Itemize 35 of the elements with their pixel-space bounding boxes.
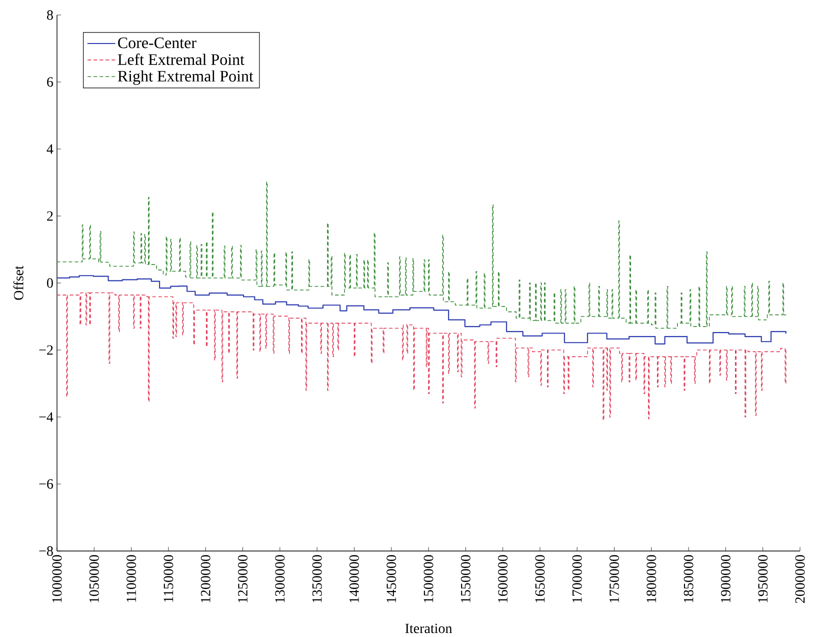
- x-tick-label: 1700000: [572, 555, 582, 602]
- y-tick-label: −6: [39, 479, 54, 489]
- x-tick-label: 1650000: [535, 555, 545, 602]
- x-tick-label: 1100000: [126, 555, 136, 602]
- y-tick-label: 6: [47, 77, 54, 87]
- legend-label: Left Extremal Point: [118, 54, 244, 65]
- y-tick-label: −4: [39, 412, 54, 422]
- x-tick-label: 1900000: [720, 555, 730, 602]
- x-tick-label: 1050000: [89, 555, 99, 602]
- x-tick-label: 1300000: [275, 555, 285, 602]
- x-tick-label: 1600000: [498, 555, 508, 602]
- legend-label: Right Extremal Point: [118, 70, 254, 85]
- y-tick-label: −2: [39, 345, 53, 355]
- x-axis-title: Iteration: [405, 624, 452, 634]
- y-tick-label: 8: [47, 10, 53, 20]
- x-tick-label: 1450000: [386, 555, 396, 602]
- x-tick-label: 1000000: [52, 555, 62, 602]
- y-tick-label: −8: [39, 546, 53, 556]
- x-tick-label: 1350000: [312, 555, 322, 602]
- x-tick-label: 1400000: [349, 555, 359, 602]
- x-tick-label: 1150000: [164, 555, 174, 602]
- y-tick-label: 4: [46, 144, 54, 154]
- x-tick-label: 1950000: [758, 555, 768, 602]
- legend-label: Core-Center: [118, 37, 196, 48]
- x-tick-label: 1750000: [610, 555, 619, 602]
- x-tick-label: 1800000: [646, 555, 656, 602]
- x-tick-label: 1250000: [238, 555, 248, 602]
- x-tick-label: 1500000: [424, 555, 434, 602]
- y-tick-label: 2: [47, 211, 53, 221]
- x-tick-label: 1550000: [460, 555, 470, 602]
- x-tick-label: 1850000: [684, 555, 694, 602]
- x-tick-label: 1200000: [200, 555, 210, 602]
- x-tick-label: 2000000: [795, 555, 805, 603]
- y-axis-title: Offset: [13, 266, 24, 300]
- y-tick-label: 0: [47, 278, 53, 288]
